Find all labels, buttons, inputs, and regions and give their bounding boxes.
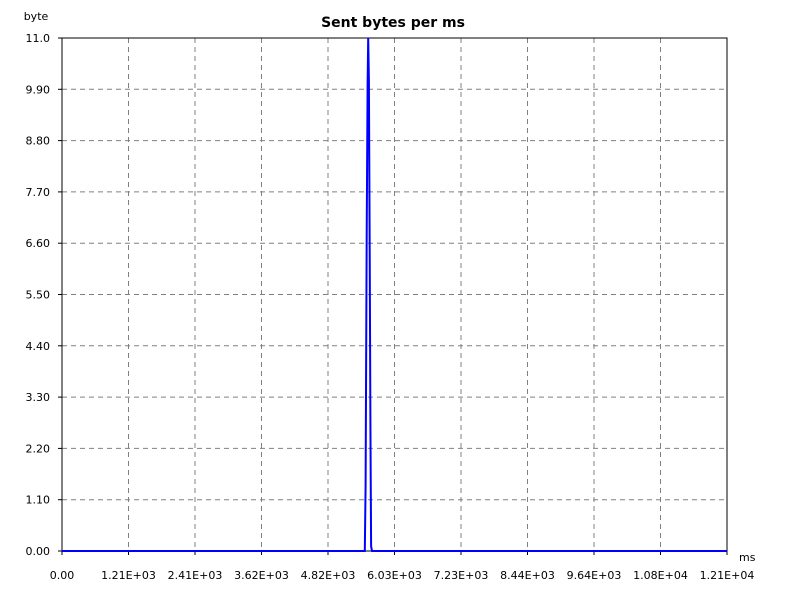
x-tick-label: 7.23E+03 (434, 569, 489, 582)
y-tick-label: 11.0 (26, 32, 51, 45)
series-line (62, 37, 727, 552)
x-tick-label: 3.62E+03 (234, 569, 289, 582)
y-tick-label: 6.60 (26, 237, 51, 250)
x-tick-label: 9.64E+03 (567, 569, 622, 582)
x-tick-label: 4.82E+03 (301, 569, 356, 582)
y-tick-label: 8.80 (26, 135, 51, 148)
y-tick-label: 9.90 (26, 83, 51, 96)
y-tick-label: 3.30 (26, 391, 51, 404)
grid (62, 38, 727, 551)
x-tick-label: 1.08E+04 (633, 569, 688, 582)
x-tick-label: 6.03E+03 (367, 569, 422, 582)
y-tick-label: 0.00 (26, 545, 51, 558)
x-tick-label: 1.21E+04 (700, 569, 755, 582)
y-tick-label: 7.70 (26, 186, 51, 199)
x-axis-unit: ms (739, 551, 756, 564)
x-tick-label: 8.44E+03 (500, 569, 555, 582)
x-tick-label: 2.41E+03 (168, 569, 223, 582)
series-layer (62, 37, 727, 552)
chart-title: Sent bytes per ms (321, 15, 465, 31)
y-tick-label: 5.50 (26, 289, 51, 302)
y-tick-label: 1.10 (26, 494, 51, 507)
axis-ticks: 0.00 1.21E+03 2.41E+03 3.62E+03 4.82E+03 6.03… (26, 32, 755, 582)
y-tick-label: 4.40 (26, 340, 51, 353)
y-axis-unit: byte (24, 10, 49, 23)
x-tick-label: 1.21E+03 (101, 569, 156, 582)
x-tick-label: 0.00 (50, 569, 75, 582)
y-tick-label: 2.20 (26, 442, 51, 455)
